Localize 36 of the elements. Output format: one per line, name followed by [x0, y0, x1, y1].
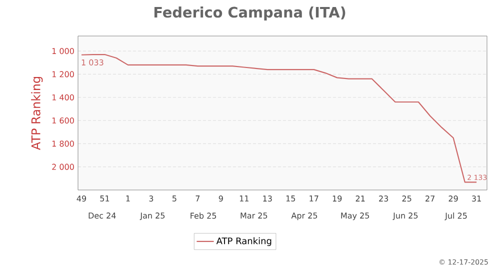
x-tick-label: 19 [332, 196, 342, 202]
x-tick-label: 17 [310, 196, 318, 202]
text: Jun 25 [392, 212, 418, 220]
x-tick-label: 1 [126, 196, 130, 202]
x-tick-label: 11 [240, 196, 248, 202]
x-tick-label: 9 [218, 196, 223, 202]
x-tick-label: 25 [402, 196, 412, 202]
chart-title: Federico Campana (ITA) [154, 6, 346, 20]
x-tick-label: 21 [356, 196, 365, 202]
x-tick-label: 13 [263, 196, 272, 202]
x-tick-label: 29 [448, 196, 458, 202]
y-tick-label: 1 600 [52, 117, 74, 124]
y-tick-label: 1 000 [52, 48, 74, 54]
x-tick-label: 27 [426, 196, 434, 202]
text: Feb 25 [190, 212, 216, 219]
x-tick-label: 23 [379, 196, 388, 202]
text: Jan 25 [140, 212, 165, 220]
x-tick-label: 7 [196, 196, 200, 202]
x-tick-label: 51 [100, 196, 110, 202]
y-tick-label: 1 800 [52, 140, 74, 147]
y-tick-label: 2 000 [52, 164, 74, 170]
y-tick-label: 1 400 [52, 94, 74, 100]
x-tick-label: 5 [172, 196, 176, 202]
y-axis-title: ATP Ranking [31, 76, 43, 150]
data-label: 1 033 [82, 59, 104, 66]
x-tick-label: 49 [76, 196, 86, 202]
text: May 25 [341, 212, 370, 220]
x-tick-label: 31 [472, 196, 481, 202]
x-tick-label: 3 [149, 196, 154, 202]
y-tick-label: 1 200 [52, 71, 74, 78]
text: Jul 25 [444, 212, 467, 220]
x-tick-label: 15 [286, 196, 296, 202]
legend-label: ATP Ranking [216, 237, 272, 246]
text: Dec 24 [88, 212, 116, 219]
text: Mar 25 [240, 212, 268, 219]
text: Apr 25 [291, 212, 318, 220]
